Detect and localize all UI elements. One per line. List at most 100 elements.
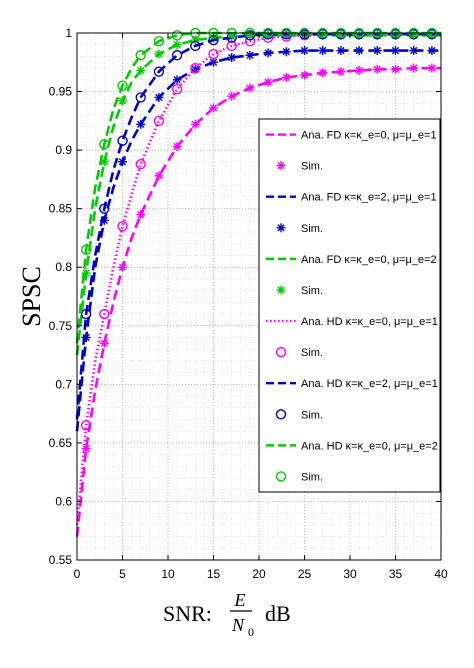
data-point-star: [300, 70, 309, 80]
legend-label: Ana. FD κ=κ_e=0, μ=μ_e=2: [301, 254, 437, 266]
legend-swatch-star: [276, 161, 286, 171]
data-point-star: [318, 68, 328, 78]
y-tick-label: 0.55: [49, 553, 73, 567]
legend-label: Ana. FD κ=κ_e=0, μ=μ_e=1: [301, 130, 437, 142]
data-point-star: [136, 210, 146, 220]
marker-star-stroke: [118, 97, 127, 105]
marker-star-stroke: [337, 46, 345, 55]
data-point-circle: [171, 84, 183, 95]
legend-swatch-star: [276, 285, 286, 295]
data-point-star: [300, 46, 309, 56]
marker-star-stroke: [264, 78, 272, 86]
marker-star-stroke: [100, 158, 108, 166]
legend-entry: Ana. FD κ=κ_e=0, μ=μ_e=2: [266, 254, 437, 266]
data-point-star: [354, 46, 364, 56]
marker-star-stroke: [137, 66, 145, 75]
marker-star-stroke: [118, 158, 127, 166]
data-point-star: [354, 65, 364, 75]
data-point-circle: [208, 48, 219, 60]
marker-star-stroke: [246, 51, 254, 59]
data-point-star: [172, 40, 182, 50]
x-label-denominator-sub: 0: [248, 625, 254, 639]
data-point-star: [172, 75, 182, 85]
legend-entry: Ana. FD κ=κ_e=2, μ=μ_e=1: [266, 192, 437, 204]
data-point-star: [263, 48, 273, 58]
legend-label: Ana. HD κ=κ_e=0, μ=μ_e=1: [301, 316, 438, 328]
data-point-star: [118, 262, 127, 272]
legend-entry: Sim.: [276, 285, 323, 297]
legend-swatch-circle: [275, 409, 287, 420]
x-label-prefix: SNR:: [163, 601, 212, 626]
marker-star-stroke: [410, 64, 418, 72]
data-point-circle: [80, 420, 92, 431]
data-point-star: [227, 53, 237, 63]
marker-star-stroke: [191, 120, 199, 129]
marker-star-stroke: [355, 66, 363, 75]
y-axis-label: SPSC: [17, 266, 46, 327]
data-point-star: [391, 64, 400, 74]
legend-label: Ana. HD κ=κ_e=0, μ=μ_e=2: [301, 440, 438, 452]
marker-star-stroke: [137, 210, 145, 219]
data-point-star: [118, 157, 127, 167]
marker-star-stroke: [173, 76, 181, 84]
marker-star-stroke: [428, 46, 436, 55]
data-point-circle: [135, 92, 146, 103]
marker-star-stroke: [173, 41, 181, 49]
legend-label: Sim.: [301, 347, 323, 359]
marker-star-stroke: [410, 46, 418, 55]
marker-star-stroke: [373, 46, 381, 55]
legend-box: [258, 118, 441, 493]
marker-star-stroke: [355, 46, 363, 55]
data-point-star: [154, 92, 164, 102]
y-tick-label: 0.85: [49, 202, 73, 216]
x-tick-label: 10: [161, 567, 175, 581]
legend-swatch-star: [276, 223, 286, 233]
marker-star-stroke: [82, 445, 90, 453]
legend-entry: Ana. HD κ=κ_e=0, μ=μ_e=2: [266, 440, 438, 452]
data-point-star: [209, 103, 218, 113]
marker-star-stroke: [391, 46, 400, 55]
data-point-circle: [80, 244, 92, 255]
marker-star-stroke: [391, 65, 400, 73]
marker-star-stroke: [277, 286, 285, 294]
data-point-star: [118, 96, 127, 106]
marker-star-stroke: [264, 49, 272, 57]
series-2: [75, 46, 441, 432]
data-point-star: [154, 49, 164, 59]
data-point-star: [172, 142, 182, 152]
marker-star-stroke: [300, 71, 309, 79]
legend-label: Ana. FD κ=κ_e=2, μ=μ_e=1: [301, 192, 437, 204]
data-point-circle: [135, 158, 146, 170]
x-tick-label: 15: [207, 567, 221, 581]
data-point-circle: [153, 35, 165, 47]
x-label-suffix: dB: [265, 601, 291, 626]
data-point-star: [427, 46, 437, 56]
x-tick-label: 40: [434, 567, 448, 581]
legend: Ana. FD κ=κ_e=0, μ=μ_e=1 Sim. Ana. FD κ=κ_…: [258, 118, 441, 493]
data-point-circle: [244, 35, 256, 47]
y-tick-label: 1: [65, 26, 72, 40]
marker-star-stroke: [319, 69, 327, 77]
y-tick-label: 0.75: [49, 319, 73, 333]
y-tick-label: 0.6: [55, 494, 72, 508]
legend-label: Sim.: [301, 409, 323, 421]
legend-entry: Sim.: [276, 161, 323, 173]
data-point-circle: [171, 50, 183, 61]
data-point-circle: [153, 115, 165, 127]
x-tick-label: 20: [252, 567, 266, 581]
data-point-circle: [190, 62, 201, 74]
legend-entry: Ana. HD κ=κ_e=0, μ=μ_e=1: [266, 316, 438, 328]
marker-star-stroke: [428, 64, 436, 72]
legend-swatch-circle: [275, 346, 287, 358]
marker-star-stroke: [228, 92, 236, 100]
marker-star-stroke: [373, 65, 381, 73]
marker-star-stroke: [282, 48, 290, 56]
marker-star-stroke: [246, 84, 254, 92]
legend-entry: Sim.: [275, 409, 323, 421]
marker-star-stroke: [319, 46, 327, 55]
data-point-circle: [117, 135, 128, 146]
marker-star-stroke: [155, 172, 163, 180]
marker-star-stroke: [277, 224, 285, 232]
data-point-star: [190, 119, 200, 129]
x-axis-label: SNR: E N 0 dB: [163, 590, 291, 639]
